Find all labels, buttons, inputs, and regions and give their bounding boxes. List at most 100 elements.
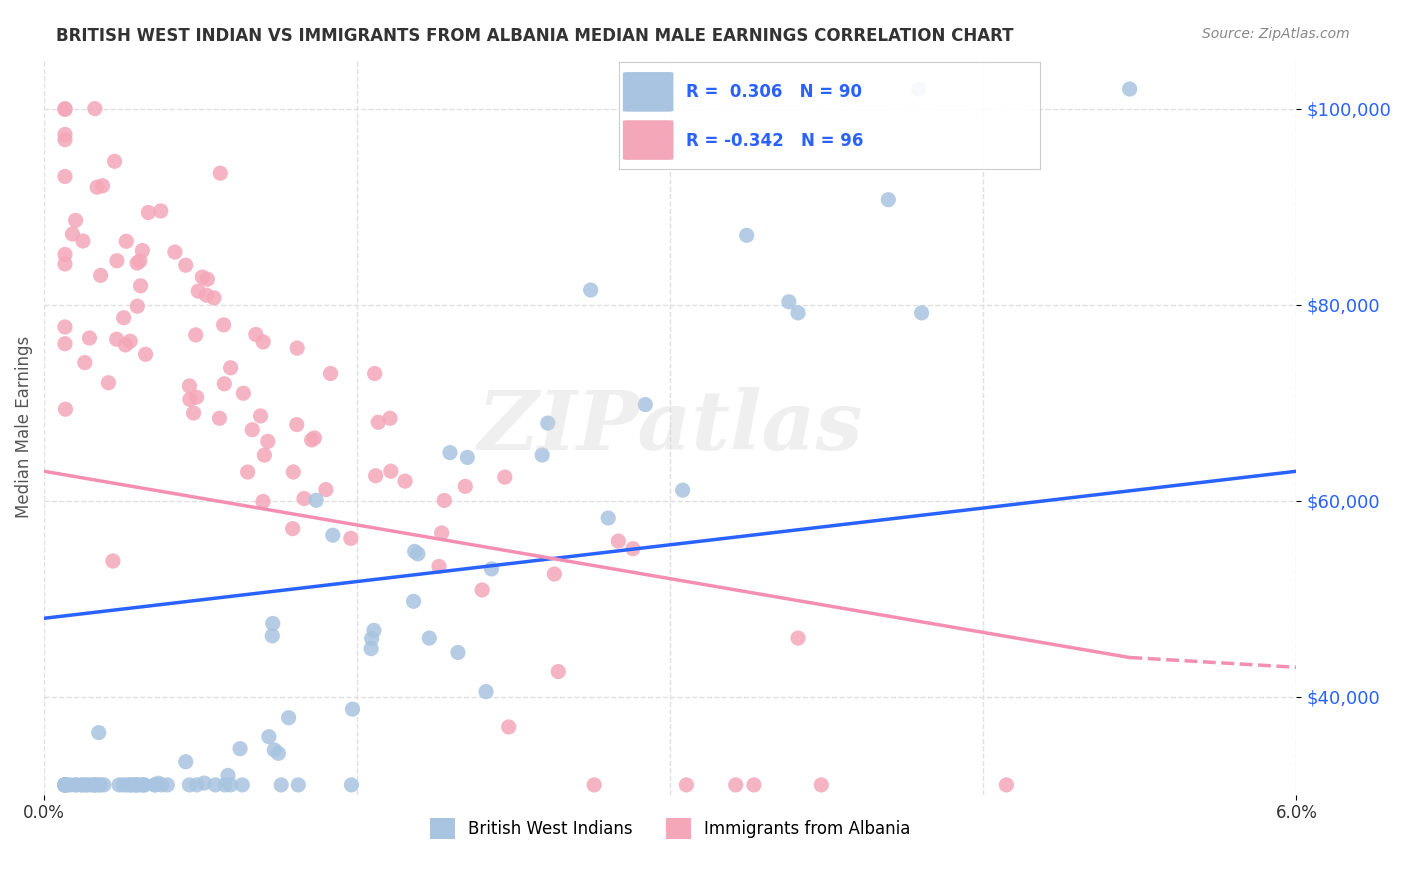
Immigrants from Albania xyxy=(53,103,76,117)
British West Indians xyxy=(83,778,105,792)
British West Indians xyxy=(63,778,86,792)
Immigrants from Albania xyxy=(281,522,304,536)
British West Indians xyxy=(634,398,657,412)
British West Indians xyxy=(66,778,89,792)
British West Indians xyxy=(179,778,201,792)
Immigrants from Albania xyxy=(214,376,236,391)
British West Indians xyxy=(127,778,149,792)
Immigrants from Albania xyxy=(174,258,197,272)
Immigrants from Albania xyxy=(120,334,142,348)
British West Indians xyxy=(267,747,290,761)
Immigrants from Albania xyxy=(135,347,157,361)
Immigrants from Albania xyxy=(245,327,267,342)
Immigrants from Albania xyxy=(787,631,810,645)
British West Indians xyxy=(204,778,226,792)
British West Indians xyxy=(305,493,328,508)
Immigrants from Albania xyxy=(72,234,94,248)
Immigrants from Albania xyxy=(232,386,254,401)
Immigrants from Albania xyxy=(256,434,278,449)
British West Indians xyxy=(131,778,153,792)
British West Indians xyxy=(262,629,284,643)
Immigrants from Albania xyxy=(101,554,124,568)
British West Indians xyxy=(59,778,82,792)
Immigrants from Albania xyxy=(183,406,205,420)
British West Indians xyxy=(270,778,292,792)
British West Indians xyxy=(80,778,103,792)
Immigrants from Albania xyxy=(114,338,136,352)
Immigrants from Albania xyxy=(621,541,644,556)
Immigrants from Albania xyxy=(184,327,207,342)
Immigrants from Albania xyxy=(494,470,516,484)
British West Indians xyxy=(672,483,695,497)
Immigrants from Albania xyxy=(138,205,160,219)
Immigrants from Albania xyxy=(127,256,149,270)
Immigrants from Albania xyxy=(292,491,315,506)
British West Indians xyxy=(481,562,503,576)
Immigrants from Albania xyxy=(742,778,765,792)
British West Indians xyxy=(186,778,208,792)
Immigrants from Albania xyxy=(471,582,494,597)
British West Indians xyxy=(910,306,932,320)
British West Indians xyxy=(404,544,426,558)
British West Indians xyxy=(418,631,440,645)
Text: ZIPatlas: ZIPatlas xyxy=(478,387,863,467)
Immigrants from Albania xyxy=(240,423,263,437)
Text: Source: ZipAtlas.com: Source: ZipAtlas.com xyxy=(1202,27,1350,41)
Immigrants from Albania xyxy=(179,379,201,393)
Immigrants from Albania xyxy=(112,310,135,325)
Immigrants from Albania xyxy=(62,227,84,241)
Immigrants from Albania xyxy=(253,448,276,462)
Immigrants from Albania xyxy=(583,778,606,792)
British West Indians xyxy=(598,511,620,525)
British West Indians xyxy=(76,778,98,792)
Immigrants from Albania xyxy=(129,278,152,293)
British West Indians xyxy=(131,778,153,792)
British West Indians xyxy=(778,294,800,309)
Immigrants from Albania xyxy=(65,213,87,227)
British West Indians xyxy=(87,725,110,739)
Immigrants from Albania xyxy=(340,532,363,546)
Immigrants from Albania xyxy=(498,720,520,734)
Immigrants from Albania xyxy=(53,133,76,147)
British West Indians xyxy=(340,778,363,792)
Immigrants from Albania xyxy=(394,474,416,488)
British West Indians xyxy=(406,547,429,561)
British West Indians xyxy=(53,778,76,792)
British West Indians xyxy=(447,646,470,660)
British West Indians xyxy=(53,778,76,792)
Immigrants from Albania xyxy=(197,272,219,286)
Immigrants from Albania xyxy=(219,360,242,375)
British West Indians xyxy=(148,776,170,790)
British West Indians xyxy=(229,741,252,756)
Immigrants from Albania xyxy=(315,483,337,497)
Immigrants from Albania xyxy=(97,376,120,390)
British West Indians xyxy=(214,778,236,792)
British West Indians xyxy=(219,778,242,792)
British West Indians xyxy=(93,778,115,792)
Immigrants from Albania xyxy=(73,355,96,369)
British West Indians xyxy=(908,82,931,96)
Immigrants from Albania xyxy=(378,411,401,425)
Immigrants from Albania xyxy=(79,331,101,345)
Immigrants from Albania xyxy=(724,778,747,792)
Immigrants from Albania xyxy=(364,468,387,483)
British West Indians xyxy=(53,778,76,792)
Immigrants from Albania xyxy=(103,154,125,169)
Immigrants from Albania xyxy=(209,166,232,180)
Legend: British West Indians, Immigrants from Albania: British West Indians, Immigrants from Al… xyxy=(423,812,918,846)
Immigrants from Albania xyxy=(53,336,76,351)
FancyBboxPatch shape xyxy=(623,72,673,112)
Immigrants from Albania xyxy=(301,433,323,447)
Immigrants from Albania xyxy=(995,778,1018,792)
Text: R = -0.342   N = 96: R = -0.342 N = 96 xyxy=(686,132,863,150)
British West Indians xyxy=(124,778,146,792)
Immigrants from Albania xyxy=(53,169,76,184)
British West Indians xyxy=(89,778,111,792)
Immigrants from Albania xyxy=(55,402,77,417)
Immigrants from Albania xyxy=(105,332,128,346)
Immigrants from Albania xyxy=(363,367,385,381)
Immigrants from Albania xyxy=(810,778,832,792)
British West Indians xyxy=(134,778,156,792)
Immigrants from Albania xyxy=(83,102,105,116)
Immigrants from Albania xyxy=(91,178,114,193)
